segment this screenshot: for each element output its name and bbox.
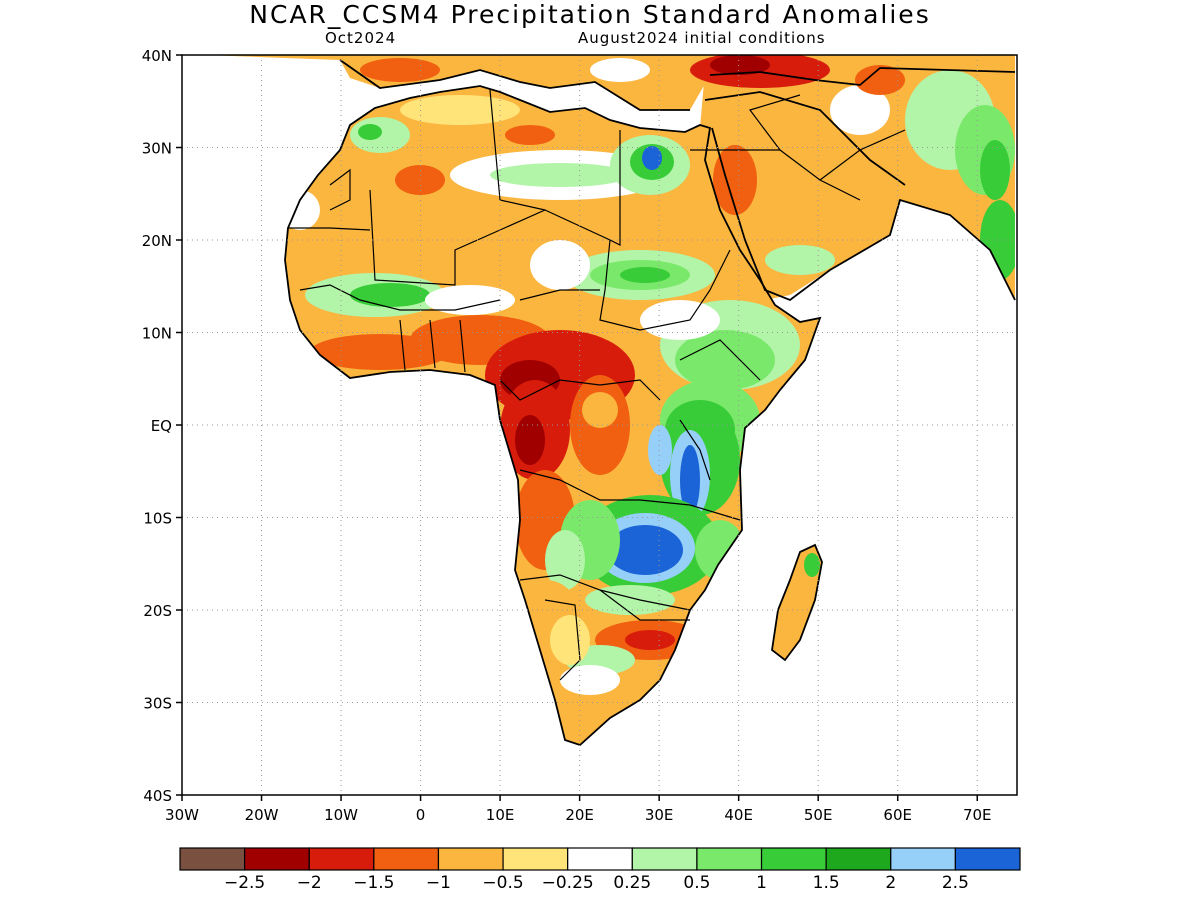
lat-tick-label: EQ [151, 417, 172, 435]
colorbar-swatch [631, 847, 698, 871]
colorbar-swatch [567, 847, 633, 871]
lon-tick-label: 10W [324, 806, 358, 824]
colorbar-label: 0.25 [613, 873, 651, 893]
lat-tick-label: 30S [143, 695, 172, 713]
colorbar-label: −2.5 [224, 873, 265, 893]
initial-conditions: August2024 initial conditions [578, 29, 826, 47]
latitude-axis: 40N 30N 20N 10N EQ 10S 20S 30S 40S [142, 47, 182, 805]
colorbar-swatch [179, 847, 246, 871]
coastlines [284, 59, 1016, 747]
colorbar-swatch [825, 847, 892, 871]
colorbar-label: 0.5 [683, 873, 710, 893]
colorbar-swatch [373, 847, 440, 871]
colorbar-swatch [696, 847, 763, 871]
lon-tick-label: 20W [245, 806, 279, 824]
lon-tick-label: 0 [416, 806, 426, 824]
colorbar-swatch [308, 847, 375, 871]
colorbar-swatch [502, 847, 569, 871]
colorbar-label: −2 [297, 873, 322, 893]
longitude-axis: 30W 20W 10W 0 10E 20E 30E 40E 50E 60E 70E [165, 795, 992, 824]
lon-tick-label: 10E [486, 806, 515, 824]
lat-tick-label: 20S [143, 602, 172, 620]
lon-tick-label: 60E [883, 806, 912, 824]
colorbar-label: −1.5 [353, 873, 394, 893]
lat-tick-label: 10N [142, 325, 172, 343]
lat-tick-label: 30N [142, 140, 172, 158]
colorbar-label: −1 [426, 873, 451, 893]
colorbar-swatch [890, 847, 956, 871]
colorbar-label: 2 [885, 873, 896, 893]
colorbar-swatch [760, 847, 827, 871]
lon-tick-label: 30W [165, 806, 199, 824]
map-title: NCAR_CCSM4 Precipitation Standard Anomal… [249, 0, 931, 29]
lon-tick-label: 30E [645, 806, 674, 824]
colorbar-label: 1.5 [813, 873, 840, 893]
lon-tick-label: 50E [804, 806, 833, 824]
colorbar: −2.5 −2 −1.5 −1 −0.5 −0.25 0.25 0.5 1 1.5 2 2.5 [179, 847, 1021, 893]
lon-tick-label: 70E [963, 806, 992, 824]
gridlines [182, 55, 1017, 795]
colorbar-label: 1 [756, 873, 767, 893]
lat-tick-label: 20N [142, 232, 172, 250]
forecast-month: Oct2024 [325, 29, 397, 47]
colorbar-label: 2.5 [942, 873, 969, 893]
lon-tick-label: 20E [565, 806, 594, 824]
colorbar-swatch [954, 847, 1021, 871]
colorbar-swatch [244, 847, 310, 871]
lat-tick-label: 40S [143, 787, 172, 805]
colorbar-swatch [437, 847, 504, 871]
lat-tick-label: 10S [143, 510, 172, 528]
lat-tick-label: 40N [142, 47, 172, 65]
colorbar-label: −0.5 [482, 873, 523, 893]
lon-tick-label: 40E [724, 806, 753, 824]
colorbar-label: −0.25 [542, 873, 594, 893]
